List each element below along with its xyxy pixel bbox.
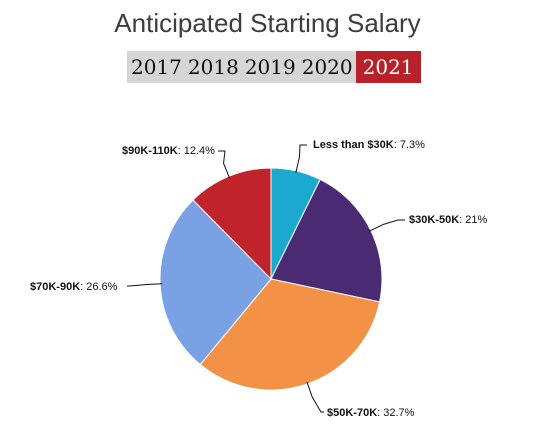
data-label-0: Less than $30K: 7.3% [313,139,425,151]
year-tab-2017[interactable]: 2017 [127,51,185,83]
year-tab-2021[interactable]: 2021 [355,51,421,83]
chart-title: Anticipated Starting Salary [114,8,421,38]
data-label-1: $30K-50K: 21% [409,214,487,226]
data-label-2: $50K-70K: 32.7% [327,407,415,419]
connector-line-2 [306,381,324,413]
data-label-4: $90K-110K: 12.4% [122,145,215,157]
year-tab-2018[interactable]: 2018 [184,51,242,83]
connector-line-3 [127,283,163,287]
connector-line-4 [218,150,231,179]
year-tab-2020[interactable]: 2020 [298,51,356,83]
connector-line-1 [368,219,405,232]
year-tab-2019[interactable]: 2019 [241,51,299,83]
year-selector: 2017 2018 2019 2020 2021 [127,51,421,83]
data-label-3: $70K-90K: 26.6% [30,281,118,293]
connector-line-0 [295,144,307,173]
